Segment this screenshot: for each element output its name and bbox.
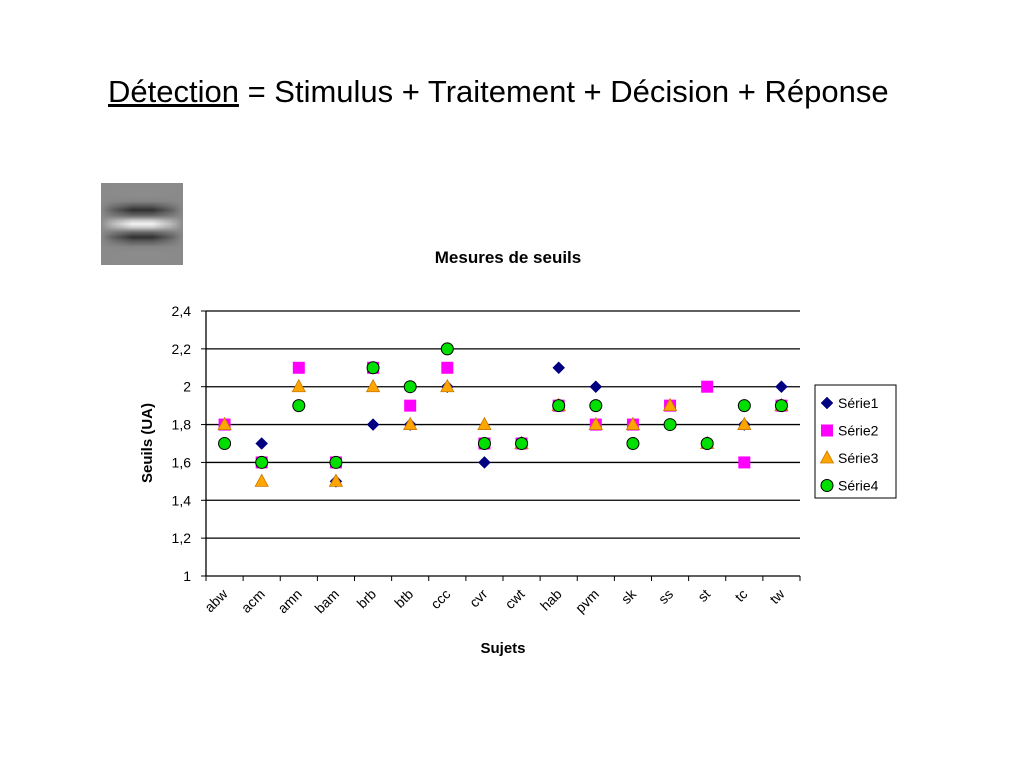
data-point-serie2 [404, 399, 417, 412]
gabor-patch-image [101, 183, 183, 265]
x-tick-label: pvm [572, 586, 602, 616]
data-point-serie4 [440, 342, 454, 356]
data-point-serie3 [217, 416, 232, 430]
x-tick-label: bam [311, 586, 342, 617]
data-point-serie4 [774, 399, 788, 413]
data-point-serie1 [255, 437, 269, 450]
data-point-serie4 [515, 437, 529, 450]
x-tick-label: cwt [502, 586, 528, 612]
data-point-serie1 [478, 456, 491, 469]
data-point-serie1 [552, 361, 566, 375]
x-tick-label: btb [391, 586, 416, 611]
legend-label: Série1 [838, 395, 879, 411]
data-point-serie4 [626, 437, 640, 450]
y-tick-label: 1,4 [172, 492, 192, 508]
x-tick-label: sk [618, 585, 640, 607]
y-tick-label: 2,2 [172, 341, 192, 357]
data-point-serie4 [552, 399, 566, 413]
legend: Série1 Série2 Série3 Série4 [814, 384, 897, 499]
x-tick-label: st [694, 586, 713, 605]
data-point-serie4 [737, 399, 751, 413]
y-tick-label: 1,6 [172, 454, 192, 470]
data-point-serie4 [255, 455, 269, 469]
data-point-serie4 [329, 455, 343, 469]
x-tick-label: tw [766, 585, 788, 607]
y-axis-label: Seuils (UA) [139, 403, 156, 483]
x-tick-label: tc [731, 586, 750, 605]
data-point-serie2 [738, 456, 751, 469]
x-tick-label: brb [354, 586, 380, 612]
title-rest: = Stimulus + Traitement + Décision + Rép… [238, 74, 889, 109]
data-point-serie4 [366, 361, 380, 375]
data-point-serie3 [291, 378, 306, 393]
legend-label: Série4 [838, 478, 879, 494]
data-point-serie2 [441, 361, 454, 374]
slide-title: Détection = Stimulus + Traitement + Déci… [108, 74, 889, 110]
data-point-serie3 [328, 473, 344, 487]
data-point-serie1 [366, 418, 380, 431]
data-point-serie3 [365, 378, 381, 393]
data-point-serie3 [625, 416, 641, 430]
x-tick-label: amn [274, 586, 305, 617]
legend-marker [820, 396, 834, 410]
data-point-serie3 [403, 416, 418, 430]
data-point-serie1 [589, 380, 603, 394]
y-tick-label: 1 [183, 568, 191, 584]
legend-marker [821, 424, 833, 437]
data-point-serie3 [477, 416, 492, 430]
data-point-serie4 [477, 437, 491, 450]
x-tick-label: abw [201, 585, 231, 615]
data-point-serie4 [218, 437, 232, 450]
data-point-serie4 [589, 399, 603, 413]
x-tick-label: acm [238, 586, 268, 616]
data-point-serie4 [700, 437, 714, 450]
y-tick-label: 2,4 [172, 303, 192, 319]
data-point-serie3 [440, 378, 455, 393]
data-point-serie3 [254, 473, 269, 487]
data-point-serie4 [292, 399, 306, 413]
legend-label: Série2 [838, 423, 879, 439]
x-axis-label: Sujets [480, 640, 525, 657]
y-tick-label: 1,2 [172, 530, 192, 546]
x-tick-label: cvr [466, 586, 491, 611]
y-tick-label: 1,8 [172, 417, 192, 433]
y-tick-label: 2 [183, 379, 191, 395]
data-point-serie3 [737, 416, 752, 430]
legend-marker [819, 450, 835, 464]
x-tick-label: ss [655, 586, 676, 607]
title-keyword: Détection [108, 74, 239, 109]
chart-title: Mesures de seuils [435, 248, 581, 267]
data-point-serie3 [588, 416, 603, 430]
data-point-serie2 [292, 361, 305, 374]
x-tick-label: hab [537, 586, 565, 614]
legend-label: Série3 [838, 450, 879, 466]
data-point-serie3 [662, 397, 678, 412]
data-point-serie2 [701, 380, 714, 393]
x-tick-label: ccc [427, 586, 453, 612]
legend-marker [820, 479, 834, 492]
data-point-serie4 [663, 418, 677, 432]
data-point-serie4 [403, 380, 417, 394]
plot-area: 1 1,2 1,4 1,6 1,8 2 2,2 2,4 abw acm amn bam brb btb cc… [172, 303, 801, 617]
data-point-serie1 [775, 380, 788, 394]
